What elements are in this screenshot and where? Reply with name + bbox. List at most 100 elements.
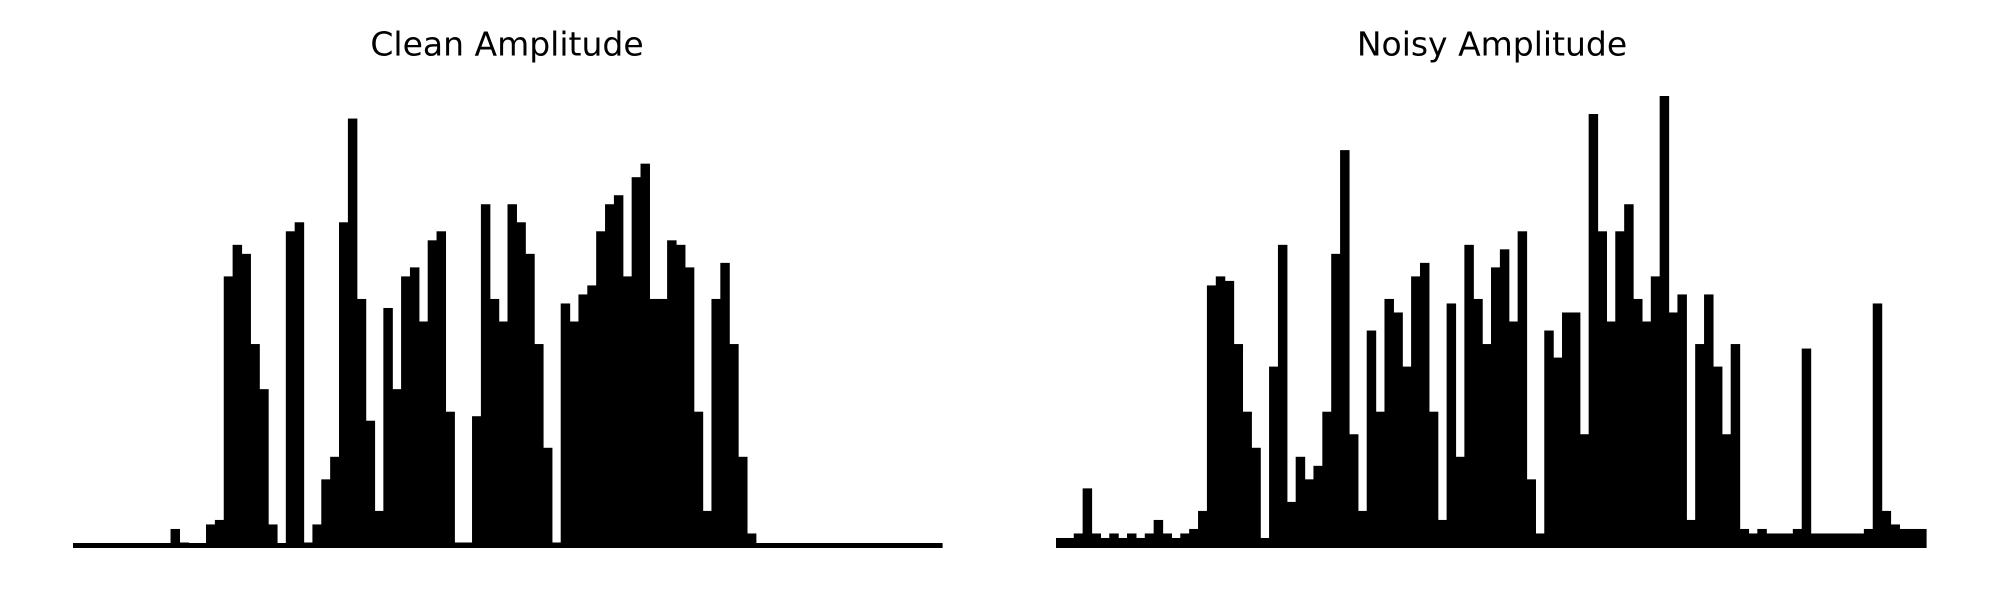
amplitude-bar xyxy=(1633,298,1643,548)
amplitude-bar xyxy=(826,543,837,548)
amplitude-bar xyxy=(1846,533,1856,548)
amplitude-bar xyxy=(1881,510,1892,548)
amplitude-bar xyxy=(675,244,686,548)
amplitude-bar xyxy=(1739,528,1750,548)
amplitude-bar xyxy=(206,524,216,548)
amplitude-bar xyxy=(1357,510,1368,548)
amplitude-bar xyxy=(1517,231,1528,549)
amplitude-bar xyxy=(1535,533,1545,548)
amplitude-bar xyxy=(1615,231,1625,549)
amplitude-bar xyxy=(631,177,642,548)
amplitude-bar xyxy=(259,389,269,548)
amplitude-bar xyxy=(1224,280,1235,548)
amplitude-bar xyxy=(871,543,881,548)
amplitude-bar xyxy=(649,298,659,548)
amplitude-bar xyxy=(480,204,491,549)
amplitude-bar xyxy=(1127,533,1137,548)
amplitude-bar xyxy=(1695,344,1705,548)
amplitude-bar xyxy=(454,542,464,548)
amplitude-bar xyxy=(1340,150,1350,548)
amplitude-bar xyxy=(1286,501,1297,548)
amplitude-bar xyxy=(436,231,447,549)
amplitude-bar xyxy=(711,298,721,548)
amplitude-bar xyxy=(1553,357,1563,548)
amplitude-bar xyxy=(764,543,775,548)
amplitude-bar xyxy=(268,524,278,548)
amplitude-bar xyxy=(188,543,198,548)
amplitude-bar xyxy=(897,543,908,548)
amplitude-bar xyxy=(1135,537,1146,548)
amplitude-bar xyxy=(472,416,482,548)
amplitude-bar xyxy=(1153,519,1164,548)
amplitude-bar xyxy=(782,543,792,548)
amplitude-bar xyxy=(241,253,251,548)
amplitude-bar xyxy=(640,163,650,548)
amplitude-bar xyxy=(1872,303,1883,548)
amplitude-bar xyxy=(232,244,243,548)
amplitude-bar xyxy=(81,543,92,548)
amplitude-bar xyxy=(1499,249,1510,548)
amplitude-bar xyxy=(374,510,384,548)
amplitude-bar xyxy=(498,321,509,548)
amplitude-bar xyxy=(135,543,145,548)
amplitude-bar xyxy=(1091,533,1101,548)
amplitude-bar xyxy=(223,276,234,548)
amplitude-bar xyxy=(1464,244,1474,548)
amplitude-bar xyxy=(117,543,127,548)
amplitude-bar xyxy=(1801,348,1812,548)
amplitude-bar xyxy=(1819,533,1829,548)
amplitude-bar xyxy=(1144,533,1155,548)
amplitude-bar xyxy=(1730,344,1741,548)
amplitude-bar xyxy=(276,543,287,548)
amplitude-bar xyxy=(1260,537,1270,548)
amplitude-bar xyxy=(427,240,438,548)
amplitude-bar xyxy=(1064,537,1075,548)
amplitude-bar xyxy=(365,420,376,548)
amplitude-bar xyxy=(773,543,783,548)
amplitude-bar xyxy=(126,543,136,548)
amplitude-bar xyxy=(1419,262,1430,548)
amplitude-bar xyxy=(1597,231,1608,549)
amplitude-bar xyxy=(1322,411,1332,548)
amplitude-bar xyxy=(1491,267,1501,548)
amplitude-bar xyxy=(1854,533,1865,548)
amplitude-bar xyxy=(1704,294,1714,548)
amplitude-bar xyxy=(445,411,455,548)
amplitude-bar xyxy=(560,303,571,548)
amplitude-bar xyxy=(179,542,189,548)
amplitude-bar xyxy=(1295,456,1306,548)
amplitude-bar xyxy=(1304,479,1315,548)
amplitude-bar xyxy=(1082,488,1093,548)
amplitude-bar xyxy=(1393,312,1403,548)
amplitude-bar xyxy=(888,543,899,548)
amplitude-bar xyxy=(879,543,890,548)
amplitude-bar xyxy=(1606,321,1616,548)
amplitude-bar xyxy=(667,240,677,548)
amplitude-bar xyxy=(312,524,322,548)
amplitude-bar xyxy=(551,542,562,548)
amplitude-bar xyxy=(1650,276,1661,548)
amplitude-bar xyxy=(587,285,597,548)
amplitude-bar xyxy=(383,307,393,548)
amplitude-bar xyxy=(534,344,544,548)
amplitude-bar xyxy=(1402,366,1412,548)
amplitude-bar xyxy=(1757,528,1767,548)
amplitude-bar xyxy=(1562,312,1572,548)
amplitude-bar xyxy=(1792,528,1803,548)
amplitude-bar xyxy=(347,118,358,549)
amplitude-bar xyxy=(214,519,225,548)
amplitude-bar xyxy=(569,321,580,548)
amplitude-bar xyxy=(463,542,473,548)
amplitude-bar xyxy=(1508,321,1519,548)
amplitude-bar xyxy=(1073,533,1084,548)
amplitude-bar xyxy=(1783,533,1794,548)
amplitude-bar xyxy=(853,543,863,548)
amplitude-bar xyxy=(1375,411,1386,548)
amplitude-bar xyxy=(73,543,83,548)
amplitude-bar xyxy=(330,456,340,548)
amplitude-bar xyxy=(1100,537,1110,548)
amplitude-bar xyxy=(1641,321,1652,548)
amplitude-bar xyxy=(1215,276,1226,548)
amplitude-bar xyxy=(1056,537,1066,548)
